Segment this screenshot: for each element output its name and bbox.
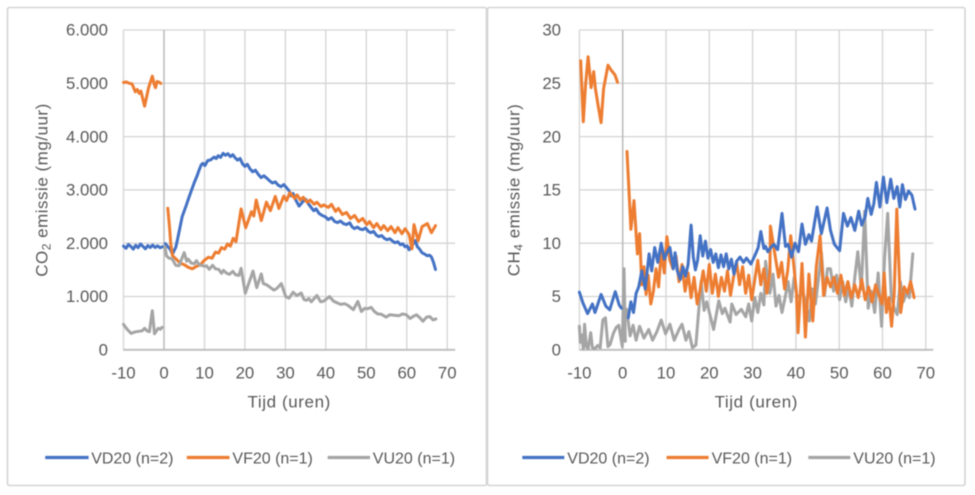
svg-text:30: 30 xyxy=(542,21,561,40)
svg-text:20: 20 xyxy=(700,364,719,383)
svg-text:30: 30 xyxy=(743,364,762,383)
svg-text:10: 10 xyxy=(657,364,676,383)
svg-text:40: 40 xyxy=(787,364,806,383)
svg-text:0: 0 xyxy=(159,364,168,383)
svg-text:VD20 (n=2): VD20 (n=2) xyxy=(91,450,173,467)
svg-text:-10: -10 xyxy=(567,364,591,383)
svg-text:CH4 emissie (mg/uur): CH4 emissie (mg/uur) xyxy=(505,104,526,277)
svg-text:40: 40 xyxy=(316,364,335,383)
svg-text:VU20 (n=1): VU20 (n=1) xyxy=(373,450,455,467)
svg-text:60: 60 xyxy=(397,364,416,383)
svg-text:CO2 emissie (mg/uur): CO2 emissie (mg/uur) xyxy=(33,103,54,277)
svg-text:60: 60 xyxy=(873,364,892,383)
svg-text:5: 5 xyxy=(552,287,561,306)
svg-text:5.000: 5.000 xyxy=(66,74,108,93)
svg-text:20: 20 xyxy=(236,364,255,383)
svg-text:70: 70 xyxy=(916,364,935,383)
svg-text:4.000: 4.000 xyxy=(66,127,108,146)
svg-text:6.000: 6.000 xyxy=(66,21,108,40)
svg-text:VD20 (n=2): VD20 (n=2) xyxy=(567,450,649,467)
svg-text:10: 10 xyxy=(542,234,561,253)
svg-text:-10: -10 xyxy=(111,364,135,383)
svg-text:15: 15 xyxy=(542,181,561,200)
svg-text:0: 0 xyxy=(618,364,627,383)
svg-text:0: 0 xyxy=(99,341,108,360)
svg-text:70: 70 xyxy=(438,364,457,383)
svg-text:3.000: 3.000 xyxy=(66,181,108,200)
svg-text:2.000: 2.000 xyxy=(66,234,108,253)
svg-text:Tijd (uren): Tijd (uren) xyxy=(715,393,798,412)
svg-text:25: 25 xyxy=(542,74,561,93)
svg-text:Tijd (uren): Tijd (uren) xyxy=(247,393,330,412)
svg-text:VF20 (n=1): VF20 (n=1) xyxy=(712,450,792,467)
svg-text:50: 50 xyxy=(357,364,376,383)
svg-text:VF20 (n=1): VF20 (n=1) xyxy=(232,450,312,467)
svg-text:0: 0 xyxy=(552,341,561,360)
svg-text:VU20 (n=1): VU20 (n=1) xyxy=(853,450,935,467)
svg-text:10: 10 xyxy=(195,364,214,383)
svg-text:50: 50 xyxy=(830,364,849,383)
svg-text:30: 30 xyxy=(276,364,295,383)
svg-text:20: 20 xyxy=(542,127,561,146)
svg-text:1.000: 1.000 xyxy=(66,287,108,306)
